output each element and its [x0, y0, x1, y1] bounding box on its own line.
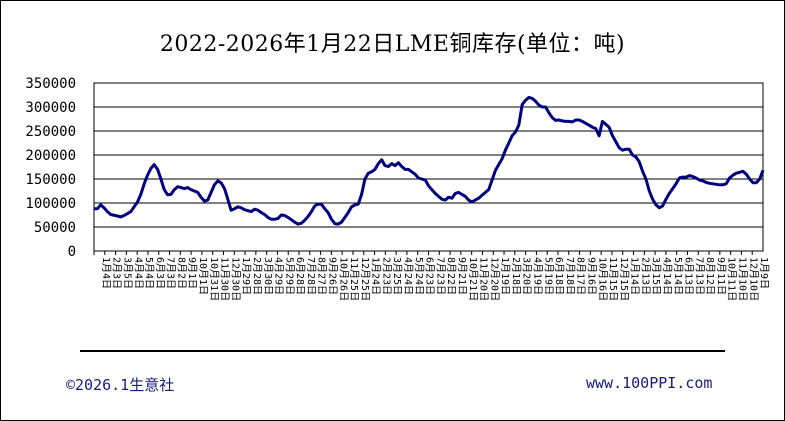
- y-tick-label: 350000: [25, 76, 76, 92]
- y-tick-label: 150000: [25, 172, 76, 188]
- x-tick-label: 9月21日: [456, 257, 468, 295]
- x-tick-label: 4月19日: [532, 257, 544, 295]
- x-tick-label: 8月27日: [316, 257, 328, 295]
- x-tick-label: 5月4日: [143, 257, 155, 289]
- x-tick-label: 6月28日: [294, 257, 306, 295]
- x-tick-label: 10月16日: [596, 257, 608, 301]
- y-tick-label: 0: [68, 244, 76, 260]
- x-tick-label: 10月21日: [467, 257, 479, 301]
- x-tick-label: 5月24日: [413, 257, 425, 295]
- x-tick-label: 6月18日: [553, 257, 565, 295]
- series-group: [94, 95, 765, 226]
- x-axis-ticks: 1月4日 2月3日 3月5日 4月4日 5月4日 6月3日 7月3日 8月2日 9月1日 10月1…: [93, 251, 770, 301]
- x-tick-label: 12月15日: [618, 257, 630, 301]
- x-tick-label: 9月26日: [326, 257, 338, 295]
- series-line: [94, 95, 765, 226]
- chart-title: 2022-2026年1月22日LME铜库存(单位：吨): [159, 32, 626, 57]
- x-tick-label: 3月30日: [262, 257, 274, 295]
- x-tick-label: 3月5日: [121, 257, 133, 289]
- gridlines: [94, 106, 763, 228]
- x-tick-label: 4月14日: [661, 257, 673, 295]
- x-tick-label: 5月19日: [542, 257, 554, 295]
- copyright-text: ©2026.1生意社: [66, 376, 175, 394]
- x-tick-label: 6月3日: [154, 257, 166, 289]
- y-tick-label: 300000: [25, 100, 76, 116]
- x-tick-label: 12月30日: [229, 257, 241, 301]
- x-tick-label: 9月1日: [186, 257, 198, 289]
- x-tick-label: 2月18日: [510, 257, 522, 295]
- x-tick-label: 3月20日: [521, 257, 533, 295]
- x-tick-label: 7月13日: [693, 257, 705, 295]
- x-tick-label: 2月3日: [111, 257, 123, 289]
- x-tick-label: 9月11日: [715, 257, 727, 295]
- plot-area-border: [93, 82, 764, 252]
- x-tick-label: 7月3日: [165, 257, 177, 289]
- x-tick-label: 7月28日: [305, 257, 317, 295]
- x-tick-label: 3月25日: [391, 257, 403, 295]
- x-tick-label: 9月16日: [585, 257, 597, 295]
- x-tick-label: 7月23日: [434, 257, 446, 295]
- x-tick-label: 5月14日: [672, 257, 684, 295]
- x-tick-label: 12月25日: [359, 257, 371, 301]
- x-tick-label: 10月11日: [726, 257, 738, 301]
- x-tick-label: 8月12日: [704, 257, 716, 295]
- x-tick-label: 2月28日: [251, 257, 263, 295]
- x-tick-label: 4月29日: [273, 257, 285, 295]
- x-tick-label: 11月20日: [478, 257, 490, 301]
- x-tick-label: 12月10日: [747, 257, 759, 301]
- x-tick-label: 2月13日: [639, 257, 651, 295]
- x-tick-label: 6月13日: [683, 257, 695, 295]
- x-tick-label: 3月15日: [650, 257, 662, 295]
- x-tick-label: 1月14日: [629, 257, 641, 295]
- x-tick-label: 4月4日: [132, 257, 144, 289]
- x-tick-label: 11月25日: [348, 257, 360, 301]
- y-tick-label: 250000: [25, 124, 76, 140]
- y-axis-ticks: 350000 300000 250000 200000 150000 100000 5000…: [25, 76, 76, 260]
- x-tick-label: 2月23日: [380, 257, 392, 295]
- y-tick-label: 50000: [34, 220, 76, 236]
- y-tick-label: 100000: [25, 196, 76, 212]
- x-tick-label: 7月18日: [564, 257, 576, 295]
- x-tick-label: 11月15日: [607, 257, 619, 301]
- x-tick-label: 11月10日: [737, 257, 749, 301]
- x-tick-label: 1月24日: [370, 257, 382, 295]
- x-tick-label: 1月4日: [100, 257, 112, 289]
- x-tick-label: 10月1日: [197, 257, 209, 295]
- y-tick-label: 200000: [25, 148, 76, 164]
- x-tick-label: 1月29日: [240, 257, 252, 295]
- x-tick-label: 12月20日: [488, 257, 500, 301]
- x-tick-label: 5月29日: [283, 257, 295, 295]
- x-tick-label: 10月26日: [337, 257, 349, 301]
- x-tick-label: 6月23日: [424, 257, 436, 295]
- x-tick-label: 1月9日: [758, 257, 770, 289]
- x-tick-label: 1月19日: [499, 257, 511, 295]
- x-tick-label: 8月22日: [445, 257, 457, 295]
- x-tick-label: 8月17日: [575, 257, 587, 295]
- x-tick-label: 8月2日: [175, 257, 187, 289]
- website-link[interactable]: www.100PPI.com: [586, 374, 713, 392]
- x-tick-label: 11月30日: [219, 257, 231, 301]
- x-tick-label: 4月24日: [402, 257, 414, 295]
- x-tick-label: 10月31日: [208, 257, 220, 301]
